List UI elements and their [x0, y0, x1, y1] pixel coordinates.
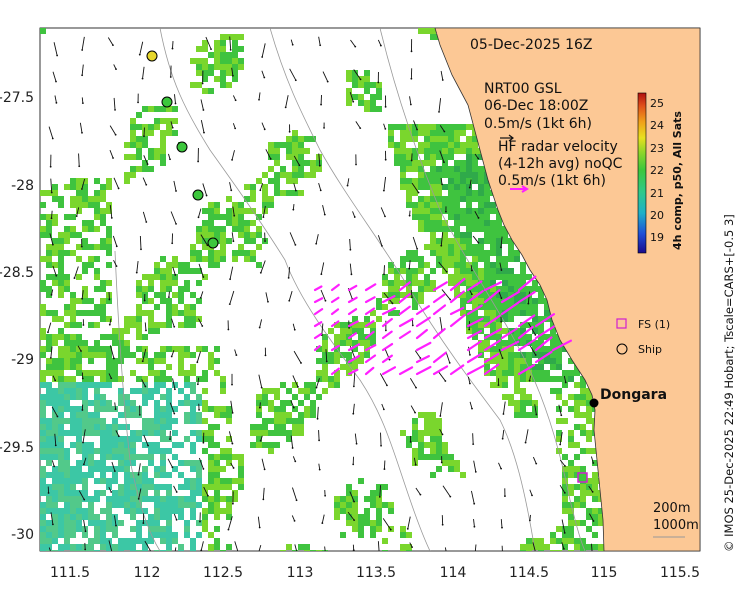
isobath-label-1000m: 1000m — [653, 518, 699, 533]
x-tick-111-5: 111.5 — [50, 565, 90, 581]
model-scale-arrow — [500, 134, 514, 142]
model-label-3: 0.5m/s (1kt 6h) — [484, 116, 592, 132]
dongara-label: Dongara — [600, 387, 667, 403]
y-tick-30: -30 — [11, 527, 34, 543]
cb-tick-21: 21 — [650, 187, 664, 200]
y-tick-27-5: -27.5 — [0, 90, 34, 106]
y-axis: -27.5 -28 -28.5 -29 -29.5 -30 — [0, 90, 34, 543]
x-tick-112-5: 112.5 — [203, 565, 243, 581]
hf-label-3: 0.5m/s (1kt 6h) — [498, 173, 606, 189]
legend-fs-label: FS (1) — [638, 318, 670, 331]
fs-marker — [577, 472, 588, 483]
model-arrows — [47, 36, 595, 551]
legend-ship-symbol — [616, 343, 628, 355]
legend-fs-symbol — [616, 318, 627, 329]
hf-label-1: HF radar velocity — [498, 139, 618, 155]
hf-radar-arrows — [313, 275, 573, 376]
x-tick-113-5: 113.5 — [356, 565, 396, 581]
y-tick-29: -29 — [11, 352, 34, 368]
title-date: 05-Dec-2025 16Z — [470, 37, 593, 53]
x-tick-115-5: 115.5 — [660, 565, 700, 581]
legend-ship-label: Ship — [638, 343, 662, 356]
dongara-dot — [589, 398, 599, 408]
x-tick-113: 113 — [287, 565, 314, 581]
cb-tick-23: 23 — [650, 142, 664, 155]
colorbar-ticks: 25 24 23 22 21 20 19 — [650, 97, 664, 244]
x-tick-112: 112 — [134, 565, 161, 581]
cb-tick-19: 19 — [650, 231, 664, 244]
y-tick-28: -28 — [11, 178, 34, 194]
credit-text: © IMOS 25-Dec-2025 22:49 Hobart; Tscale=… — [722, 214, 736, 552]
isobath-label-200m: 200m — [653, 501, 690, 516]
x-axis: 111.5 112 112.5 113 113.5 114 114.5 115 … — [50, 565, 700, 581]
x-tick-114: 114 — [440, 565, 467, 581]
colorbar — [637, 92, 647, 254]
cb-tick-24: 24 — [650, 119, 664, 132]
x-tick-114-5: 114.5 — [509, 565, 549, 581]
y-tick-28-5: -28.5 — [0, 265, 34, 281]
hf-label-2: (4-12h avg) noQC — [498, 156, 623, 172]
x-tick-115: 115 — [591, 565, 618, 581]
colorbar-title: 4h comp, p50, All Sats — [671, 111, 684, 250]
cb-tick-20: 20 — [650, 209, 664, 222]
hf-scale-arrow — [510, 185, 529, 193]
y-tick-29-5: -29.5 — [0, 440, 34, 456]
cb-tick-22: 22 — [650, 164, 664, 177]
model-label-1: NRT00 GSL — [484, 81, 562, 97]
track-markers — [146, 50, 219, 249]
cb-tick-25: 25 — [650, 97, 664, 110]
land-mass — [434, 28, 700, 551]
model-label-2: 06-Dec 18:00Z — [484, 98, 588, 114]
